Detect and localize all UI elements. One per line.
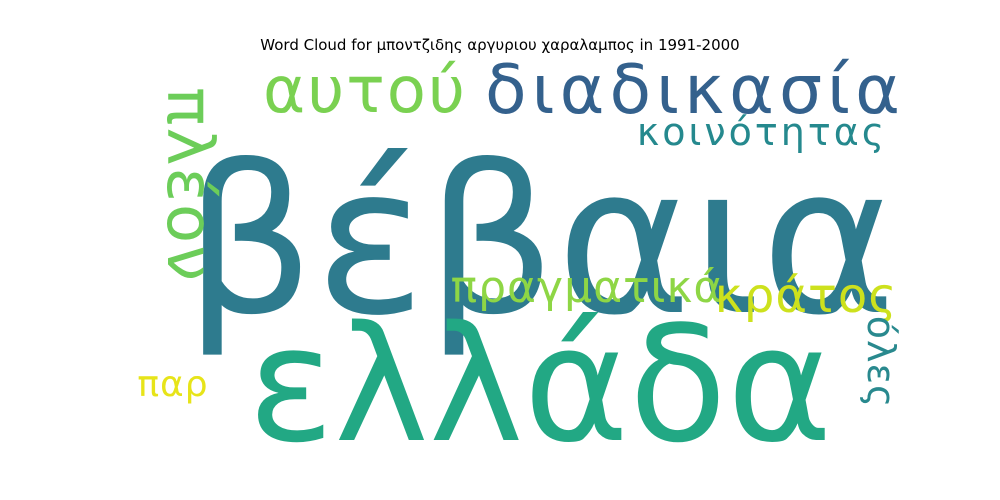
word-1: ελλάδα xyxy=(248,291,833,478)
word-9: παρ xyxy=(137,364,208,405)
word-2: διαδικασία xyxy=(485,51,905,130)
chart-title: Word Cloud for μποντζιδης αργυριου χαραλ… xyxy=(260,36,740,54)
word-0: βέβαια xyxy=(184,123,896,361)
word-7: κράτος xyxy=(715,268,898,324)
word-3: αυτού xyxy=(263,54,467,128)
word-6: πραγματικά xyxy=(451,262,724,313)
word-4: πλέον xyxy=(152,87,226,283)
word-8: όλες xyxy=(859,316,903,409)
word-5: κοινότητας xyxy=(637,110,887,154)
